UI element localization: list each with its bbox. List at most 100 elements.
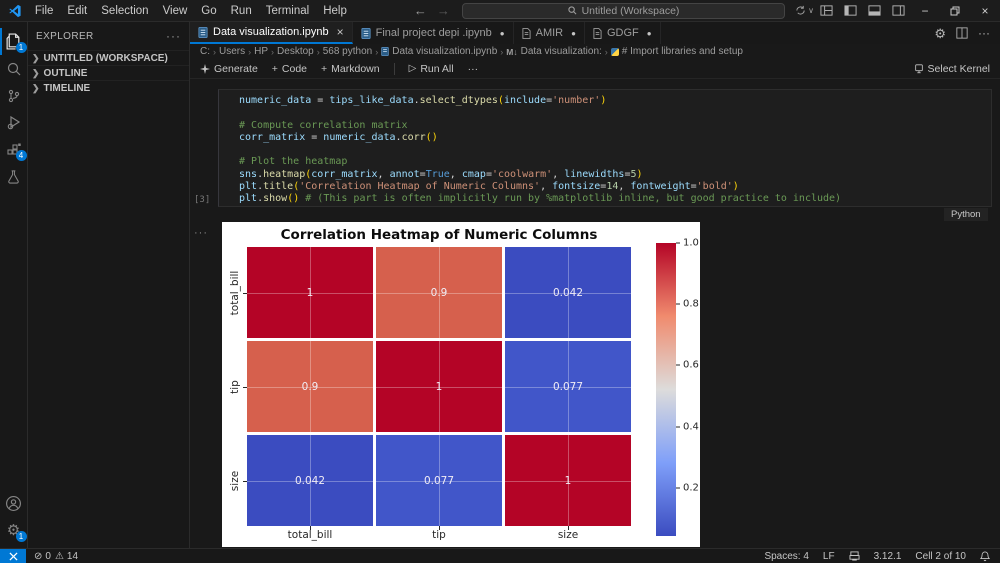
close-tab-icon[interactable]: × [336,25,344,39]
code-line[interactable]: # Plot the heatmap [239,156,348,168]
command-center-search[interactable]: Untitled (Workspace) [461,2,786,19]
toggle-sidebar-icon[interactable] [838,0,862,22]
menu-item-terminal[interactable]: Terminal [265,4,310,17]
notebook-settings-icon[interactable]: ⚙ [934,25,946,41]
error-icon: ⊘ [34,550,43,562]
tab-amir[interactable]: AMIR ● [513,22,585,44]
colorbar-tick: 1.0 [676,238,699,249]
code-line[interactable]: # Compute correlation matrix [239,119,408,131]
menu-item-run[interactable]: Run [230,4,252,17]
indentation-status[interactable]: Spaces: 4 [764,550,809,562]
sidebar-item-workspace[interactable]: ❯ UNTITLED (WORKSPACE) [28,50,189,65]
dirty-dot-icon[interactable]: ● [499,28,505,38]
heatmap-cell: 0.9 [247,341,373,432]
testing-icon[interactable] [0,163,28,190]
code-cell[interactable]: numeric_data = tips_like_data.select_dty… [218,89,992,207]
layout-control-icon[interactable]: ∨ [795,5,814,16]
heatmap-figure: Correlation Heatmap of Numeric Columns 1… [222,222,700,547]
python-version-status[interactable]: 3.12.1 [873,550,902,562]
select-kernel-button[interactable]: Select Kernel [914,63,990,75]
notebook-icon [198,26,208,38]
generate-button[interactable]: Generate [200,63,258,75]
add-markdown-cell-button[interactable]: + Markdown [321,62,380,75]
tab-data-visualization[interactable]: Data visualization.ipynb × [190,22,353,44]
toggle-secondary-sidebar-icon[interactable] [886,0,910,22]
code-line[interactable]: plt.show() # (This part is often implici… [239,193,842,205]
sidebar-more-actions-icon[interactable]: ··· [166,29,181,43]
chevron-right-icon: ❯ [32,82,40,93]
file-icon [593,27,602,39]
y-axis-label: total_bill [229,270,241,315]
warnings-status[interactable]: ⚠ 14 [54,550,79,562]
code-editor[interactable]: numeric_data = tips_like_data.select_dty… [219,90,991,206]
warning-icon: ⚠ [54,550,64,562]
code-line[interactable] [239,107,991,119]
crumb-hp[interactable]: HP [254,46,269,57]
language-status-icon[interactable] [849,551,860,561]
menu-item-selection[interactable]: Selection [101,4,149,17]
crumb-markdown-cell[interactable]: Data visualization: [520,46,602,57]
colorbar-tick: 0.2 [676,482,699,493]
errors-status[interactable]: ⊘ 0 [34,550,51,562]
accounts-icon[interactable] [0,490,28,517]
code-line[interactable]: corr_matrix = numeric_data.corr() [239,131,438,143]
source-control-icon[interactable] [0,82,28,109]
tab-final-project[interactable]: Final project depi .ipynb ● [352,22,514,44]
dirty-dot-icon[interactable]: ● [571,28,576,38]
crumb-desktop[interactable]: Desktop [277,46,314,57]
remote-indicator[interactable] [0,548,26,563]
tab-gdgf[interactable]: GDGF ● [584,22,661,44]
search-placeholder: Untitled (Workspace) [581,4,680,17]
search-view-icon[interactable] [0,55,28,82]
customize-layout-icon[interactable] [814,0,838,22]
menu-item-help[interactable]: Help [323,4,347,17]
menu-item-view[interactable]: View [162,4,188,17]
tab-label: AMIR [535,27,564,39]
forward-arrow-icon[interactable]: → [436,3,450,18]
tab-bar: Data visualization.ipynb × Final project… [190,22,1000,44]
crumb-users[interactable]: Users [219,46,246,57]
heatmap-cell: 0.9 [376,247,502,338]
dirty-dot-icon[interactable]: ● [646,28,652,38]
restore-button[interactable] [940,0,970,22]
explorer-icon[interactable]: 1 [0,28,28,55]
extensions-icon[interactable]: 4 [0,136,28,163]
menu-item-edit[interactable]: Edit [67,4,88,17]
toolbar-more-icon[interactable]: ··· [467,62,479,75]
menu-item-go[interactable]: Go [201,4,217,17]
notifications-bell-icon[interactable] [980,550,990,562]
code-line[interactable]: plt.title('Correlation Heatmap of Numeri… [239,181,739,193]
code-line[interactable]: sns.heatmap(corr_matrix, annot=True, cma… [239,168,643,180]
status-bar: ⊘ 0 ⚠ 14 Spaces: 4 LF 3.12.1 Cell 2 of 1… [0,548,1000,563]
more-actions-icon[interactable]: ··· [978,26,990,40]
minimize-button[interactable]: − [921,3,929,18]
add-code-cell-button[interactable]: + Code [271,62,308,75]
code-line[interactable] [239,144,991,156]
sidebar-item-timeline[interactable]: ❯ TIMELINE [28,80,189,95]
python-icon [610,47,619,56]
cell-position-status[interactable]: Cell 2 of 10 [915,550,966,562]
code-line[interactable]: numeric_data = tips_like_data.select_dty… [239,95,607,106]
colorbar-tick: 0.8 [676,299,699,310]
settings-gear-icon[interactable]: ⚙ 1 [0,517,28,544]
file-icon [522,27,531,39]
sidebar-item-outline[interactable]: ❯ OUTLINE [28,65,189,80]
heatmap-grid: 1 0.9 0.042 0.9 1 0.077 0.042 0.077 1 [247,247,631,526]
split-editor-icon[interactable] [956,27,968,39]
output-options-icon[interactable]: ··· [194,227,208,239]
crumb-folder[interactable]: 568 python [322,46,373,57]
notebook-scroll-area[interactable]: numeric_data = tips_like_data.select_dty… [190,79,1000,548]
eol-status[interactable]: LF [822,550,835,562]
run-debug-icon[interactable] [0,109,28,136]
crumb-drive[interactable]: C: [200,46,210,57]
crumb-file[interactable]: Data visualization.ipynb [392,46,498,57]
close-button[interactable]: × [981,3,989,18]
run-all-button[interactable]: ▷ Run All [408,62,454,75]
x-axis-label: total_bill [287,529,333,541]
crumb-code-cell[interactable]: # Import libraries and setup [621,46,743,57]
back-arrow-icon[interactable]: ← [413,3,427,18]
toggle-panel-icon[interactable] [862,0,886,22]
cell-language-picker[interactable]: Python [944,208,988,221]
menu-item-file[interactable]: File [34,4,54,17]
